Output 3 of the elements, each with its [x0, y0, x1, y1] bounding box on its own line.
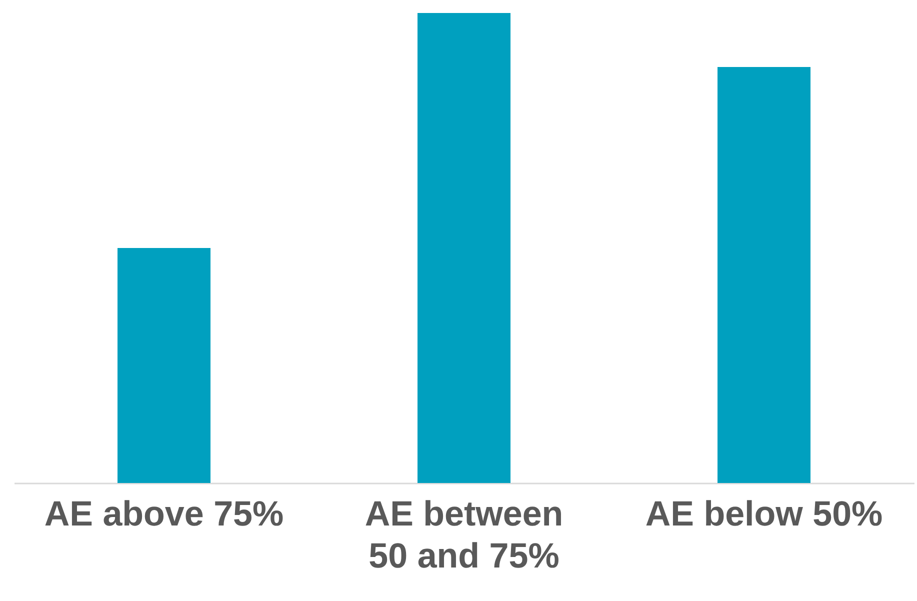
x-tick-label: AE above 75%: [44, 494, 284, 534]
x-tick-label: AE below 50%: [645, 494, 883, 534]
x-tick-label: AE between 50 and 75%: [364, 494, 564, 576]
